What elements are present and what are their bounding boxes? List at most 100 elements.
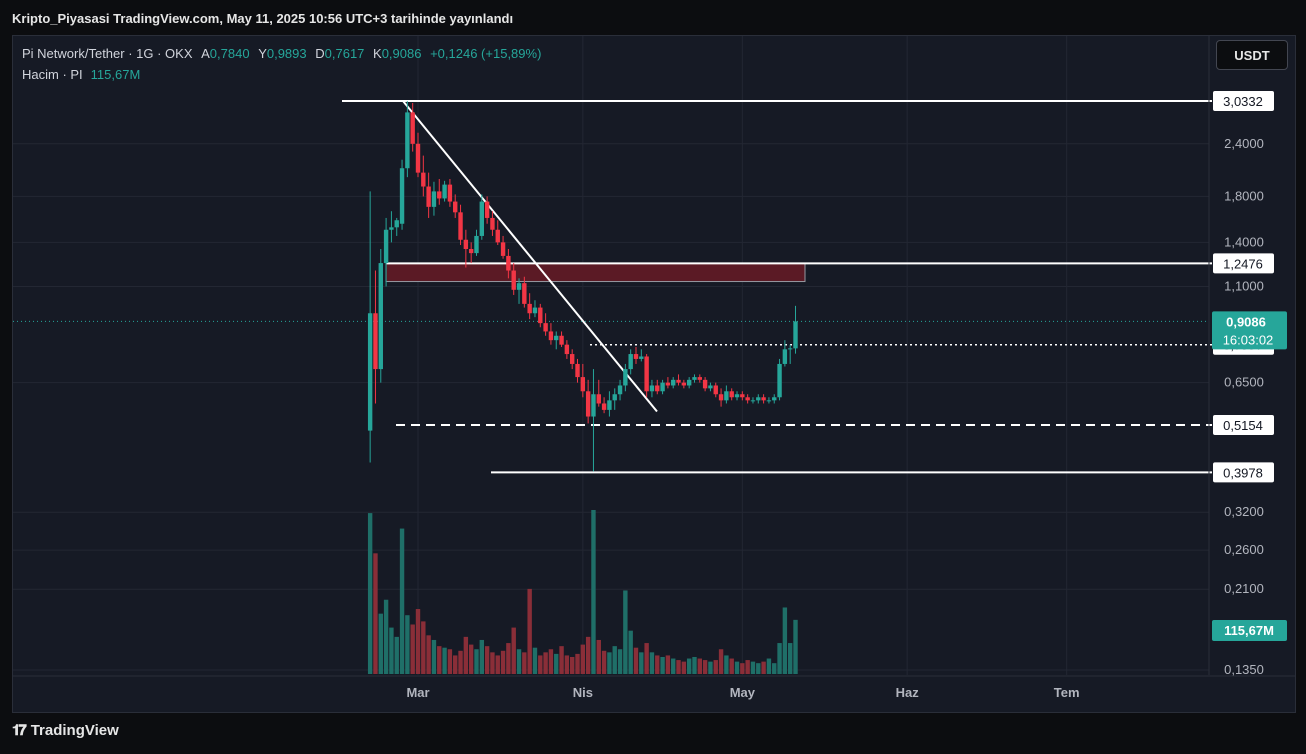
candle [447, 178, 453, 207]
candle-body [734, 394, 740, 398]
candle [777, 358, 782, 401]
price-tick-label: 1,8000 [1224, 188, 1264, 203]
volume-bar [543, 652, 548, 674]
candle [500, 235, 506, 259]
candle [538, 303, 543, 328]
tradingview-icon: 𝟏𝟕 [12, 722, 27, 739]
volume-bar [692, 656, 697, 674]
candle [575, 358, 580, 383]
candle [724, 385, 729, 404]
volume-bar [756, 663, 761, 674]
candle [649, 379, 655, 398]
volume-bar [787, 643, 793, 674]
volume-bar [761, 661, 766, 674]
price-tag-text: 3,0332 [1223, 94, 1263, 109]
candle [479, 194, 485, 240]
candle-body [665, 382, 671, 386]
candle [655, 379, 660, 395]
volume-bar [569, 656, 575, 674]
candle [708, 382, 713, 392]
volume-bar [490, 652, 495, 674]
volume-bar [649, 652, 655, 674]
volume-tag-bg [1212, 620, 1287, 641]
candle [756, 394, 761, 404]
candle [660, 379, 665, 395]
price-tick-label: 0,1350 [1224, 662, 1264, 677]
candle [463, 229, 469, 268]
price-tick-label: 1,4000 [1224, 234, 1264, 249]
currency-button[interactable]: USDT [1216, 40, 1288, 70]
candle [511, 263, 516, 295]
candle-body [596, 394, 601, 404]
grid-lines [13, 36, 1209, 675]
candle [740, 391, 745, 401]
price-tick-label: 0,3200 [1224, 504, 1264, 519]
price-level-tag: 0,3978 [1213, 462, 1274, 483]
tradingview-logo[interactable]: 𝟏𝟕 TradingView [12, 722, 119, 739]
candle-body [729, 391, 734, 398]
candle-body [585, 391, 591, 417]
price-tick-label: 1,1000 [1224, 278, 1264, 293]
candle-body [564, 344, 570, 355]
volume-bar [484, 646, 490, 674]
volume-bar [644, 643, 649, 674]
candle [527, 293, 532, 320]
volume-bar [383, 599, 389, 674]
candle-body [431, 191, 437, 207]
candle [383, 217, 389, 287]
low-value: 0,7617 [324, 46, 365, 61]
volume-tag-text: 115,67M [1224, 623, 1274, 638]
candle [426, 172, 431, 218]
candle [421, 155, 426, 197]
candle [782, 340, 788, 367]
volume-bar [474, 649, 479, 674]
candle-body [713, 385, 718, 395]
candle-body [782, 349, 788, 364]
volume-bar [399, 528, 405, 674]
symbol-title[interactable]: Pi Network/Tether · 1G · OKX [22, 46, 193, 61]
published-caption: Kripto_Piyasasi TradingView.com, May 11,… [12, 11, 514, 26]
volume-bar [665, 655, 671, 674]
candle-body [378, 263, 383, 370]
trend-line [402, 100, 658, 413]
candle [490, 211, 495, 236]
volume-bar [463, 636, 469, 674]
price-tick-label: 0,2100 [1224, 581, 1264, 596]
candle-body [681, 382, 687, 386]
price-level-tag: 0,5154 [1213, 415, 1274, 436]
candle [692, 374, 697, 383]
candle-body [383, 229, 389, 264]
resistance-zone [385, 262, 806, 283]
candle [612, 388, 617, 410]
candle-body [554, 335, 559, 341]
volume-bar [495, 655, 500, 674]
candle-body [367, 313, 373, 431]
price-level-tag: 1,2476 [1213, 253, 1274, 274]
volume-bar [431, 639, 437, 674]
candle [399, 159, 405, 230]
volume-bar [777, 643, 782, 674]
volume-bars [367, 510, 798, 674]
candle-body [506, 255, 511, 271]
open-label: A [201, 46, 210, 61]
candle [543, 313, 548, 336]
volume-bar [538, 655, 543, 674]
candle [671, 377, 676, 389]
candle [766, 397, 772, 404]
candle [617, 379, 623, 401]
volume-bar [564, 655, 570, 674]
volume-bar [421, 621, 426, 674]
candle [437, 178, 442, 205]
chart-panel[interactable] [12, 35, 1296, 713]
candle-body [527, 303, 532, 314]
candle-body [522, 283, 527, 304]
volume-bar [367, 513, 373, 674]
volume-title[interactable]: Hacim · PI [22, 67, 83, 82]
candle-body [756, 397, 761, 401]
volume-bar [766, 658, 772, 674]
candle-body [633, 354, 639, 359]
candle-body [474, 235, 479, 254]
close-label: K [373, 46, 382, 61]
ohlc-row: Pi Network/Tether · 1G · OKX A0,7840 Y0,… [22, 45, 541, 66]
